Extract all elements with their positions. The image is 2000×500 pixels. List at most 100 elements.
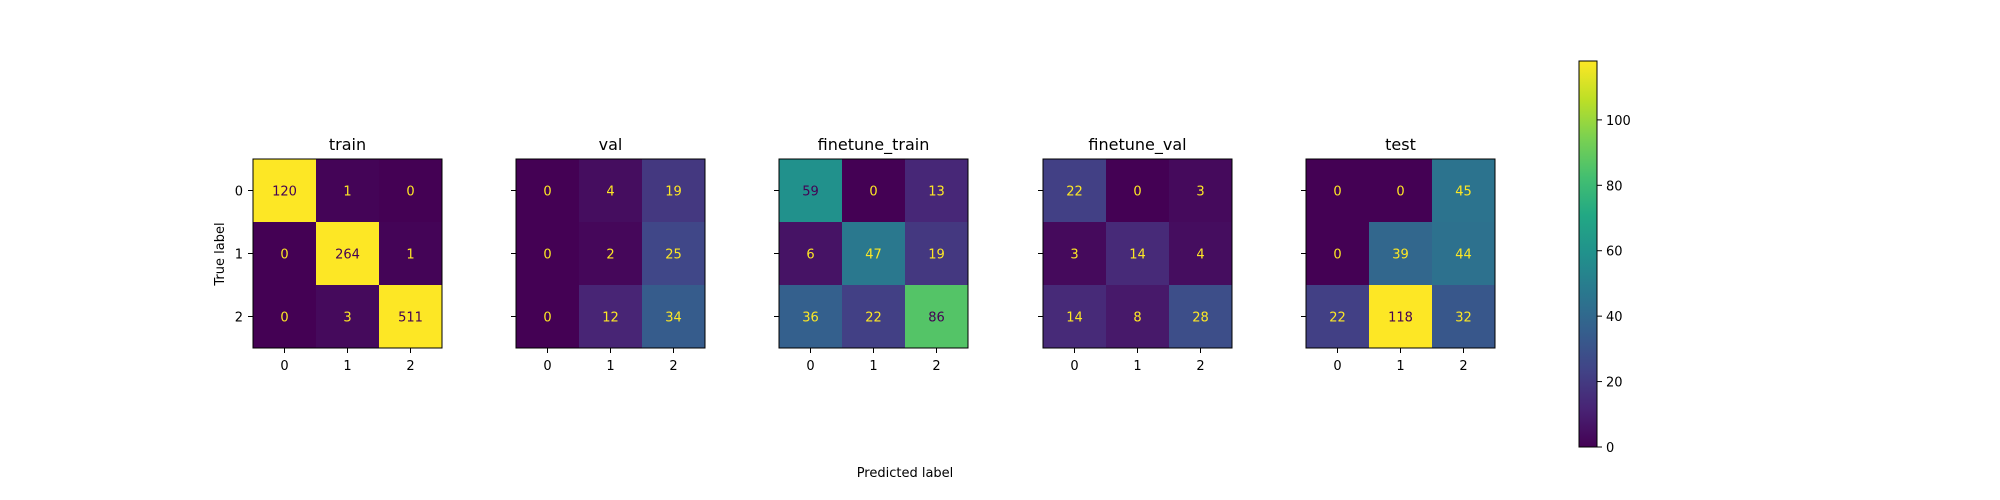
cell-value-label: 22 [865, 311, 882, 326]
x-tick-label: 1 [343, 359, 351, 374]
x-tick-label: 1 [1396, 359, 1404, 374]
x-tick-label: 2 [932, 359, 940, 374]
cell-value-label: 14 [1066, 311, 1083, 326]
matrix-cell [1106, 159, 1169, 222]
cell-value-label: 22 [1329, 311, 1346, 326]
matrix-cell [905, 159, 968, 222]
matrix-cell [1106, 285, 1169, 348]
matrix-cell [1306, 159, 1369, 222]
matrix-cell [779, 159, 842, 222]
cell-value-label: 0 [1333, 185, 1341, 200]
cell-value-label: 44 [1455, 248, 1472, 263]
matrix-cell [1106, 222, 1169, 285]
matrix-cell [1306, 222, 1369, 285]
matrix-cell [779, 222, 842, 285]
matrix-cell [779, 285, 842, 348]
cell-value-label: 3 [1196, 185, 1204, 200]
cell-value-label: 12 [602, 311, 619, 326]
matrix-cell [905, 222, 968, 285]
colorbar: 0 20 40 60 80 100 [1578, 60, 1631, 456]
colorbar-tick-label: 0 [1606, 441, 1614, 456]
matrix-cell [1043, 159, 1106, 222]
cell-value-label: 1 [343, 185, 351, 200]
matrix-cell [316, 222, 379, 285]
cell-value-label: 22 [1066, 185, 1083, 200]
cell-value-label: 0 [543, 185, 551, 200]
x-tick-label: 2 [1196, 359, 1204, 374]
matrix-cell [1369, 285, 1432, 348]
y-tick-label: 1 [235, 248, 243, 263]
y-axis-label: True label [213, 222, 228, 286]
x-axis-label: Predicted label [857, 466, 954, 481]
matrix-cell [516, 159, 579, 222]
matrix-cell [1432, 159, 1495, 222]
cell-value-label: 47 [865, 248, 882, 263]
colorbar-tick-label: 40 [1606, 310, 1623, 325]
matrix-cell [253, 285, 316, 348]
cell-value-label: 86 [928, 311, 945, 326]
cell-value-label: 0 [543, 311, 551, 326]
matrix-cell [579, 222, 642, 285]
matrix-cell [905, 285, 968, 348]
matrix-cell [642, 285, 705, 348]
y-tick-label: 2 [235, 311, 243, 326]
cell-value-label: 59 [802, 185, 819, 200]
cell-value-label: 6 [806, 248, 814, 263]
cell-value-label: 4 [1196, 248, 1204, 263]
x-tick-label: 2 [406, 359, 414, 374]
matrix-cell [579, 159, 642, 222]
matrix-cell [516, 222, 579, 285]
x-tick-label: 0 [806, 359, 814, 374]
x-tick-label: 0 [280, 359, 288, 374]
cell-value-label: 511 [398, 311, 423, 326]
cell-value-label: 3 [1070, 248, 1078, 263]
cell-value-label: 19 [665, 185, 682, 200]
panel-title: finetune_val [1088, 135, 1186, 155]
matrix-cell [1432, 222, 1495, 285]
matrix-cell [642, 222, 705, 285]
matrix-cell [379, 159, 442, 222]
matrix-cell [316, 285, 379, 348]
matrix-cell [1369, 159, 1432, 222]
cell-value-label: 264 [335, 248, 360, 263]
matrix-cell [379, 285, 442, 348]
matrix-cell [842, 159, 905, 222]
cell-value-label: 34 [665, 311, 682, 326]
cell-value-label: 19 [928, 248, 945, 263]
panel-title: test [1385, 135, 1416, 154]
matrix-cell [579, 285, 642, 348]
panel-test: test 0 0 45 0 39 44 22 118 32 0 1 2 [1301, 135, 1496, 374]
cell-value-label: 0 [869, 185, 877, 200]
cell-value-label: 36 [802, 311, 819, 326]
x-tick-label: 0 [1333, 359, 1341, 374]
cell-value-label: 39 [1392, 248, 1409, 263]
matrix-cell [379, 222, 442, 285]
cell-value-label: 1 [406, 248, 414, 263]
colorbar-tick-label: 60 [1606, 245, 1623, 260]
y-tick-label: 0 [235, 185, 243, 200]
x-tick-label: 1 [1133, 359, 1141, 374]
cell-value-label: 3 [343, 311, 351, 326]
colorbar-gradient [1578, 60, 1598, 448]
x-tick-label: 1 [869, 359, 877, 374]
panel-title: val [599, 135, 623, 154]
cell-value-label: 0 [1396, 185, 1404, 200]
cell-value-label: 14 [1129, 248, 1146, 263]
cell-value-label: 120 [272, 185, 297, 200]
cell-value-label: 45 [1455, 185, 1472, 200]
matrix-cell [842, 285, 905, 348]
colorbar-tick-label: 100 [1606, 114, 1631, 129]
cell-value-label: 0 [280, 311, 288, 326]
cell-value-label: 8 [1133, 311, 1141, 326]
matrix-cell [1043, 285, 1106, 348]
panel-finetune-val: finetune_val 22 0 3 3 14 4 14 8 28 0 1 2 [1038, 135, 1233, 374]
cell-value-label: 0 [280, 248, 288, 263]
cell-value-label: 118 [1388, 311, 1413, 326]
x-tick-label: 0 [1070, 359, 1078, 374]
cell-value-label: 0 [1133, 185, 1141, 200]
matrix-cell [1043, 222, 1106, 285]
